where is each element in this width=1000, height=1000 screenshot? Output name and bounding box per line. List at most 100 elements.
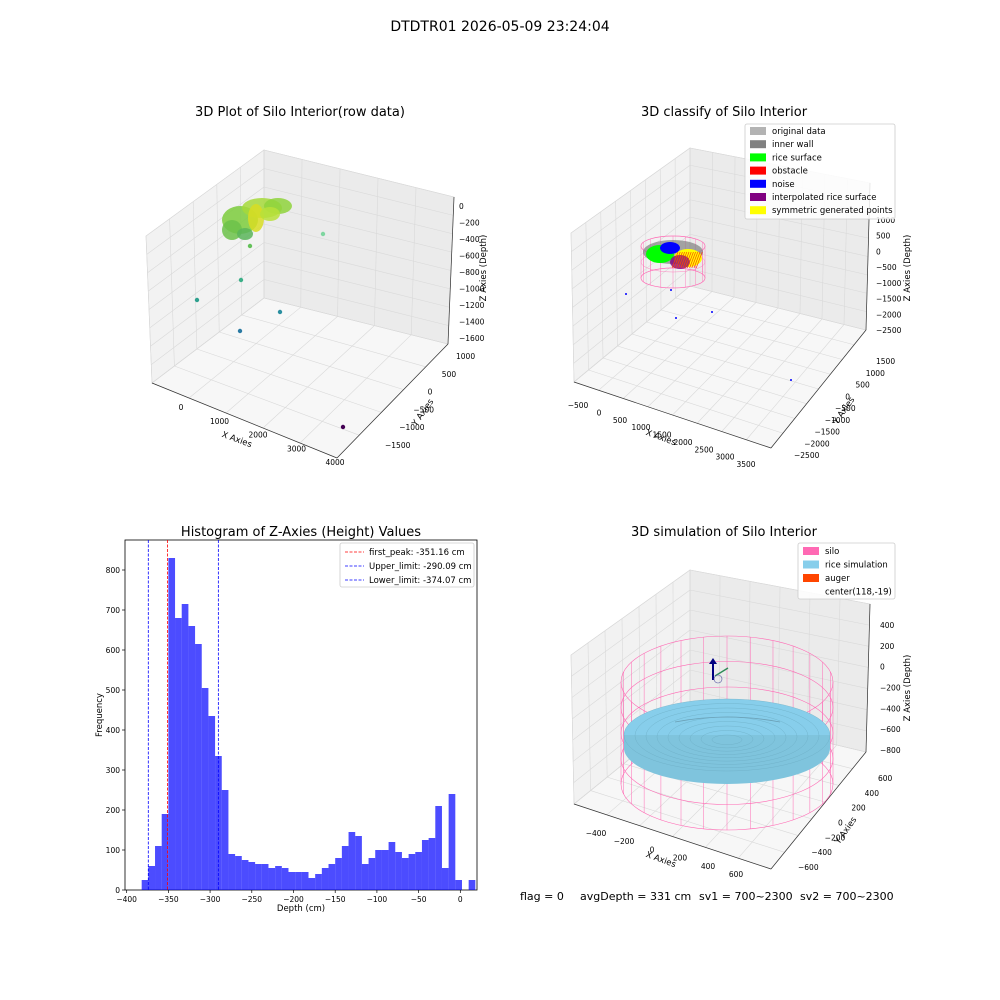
classify-y-ticks: 1500 1000 500 0 −500 −1000 −1500 −2000 −2500 [794,357,895,460]
histogram-bar [168,558,176,890]
classify-x-tick-label: 3000 [715,453,734,462]
simulation-x-tick-label: −400 [586,829,607,838]
wall-grid-line [263,168,454,216]
legend-swatch [750,206,766,215]
footer-sv2: sv2 = 700~2300 [800,890,894,903]
histogram-bar [361,864,369,890]
wall-grid-line [570,147,691,234]
classify-z-tick-label: −1500 [876,295,902,304]
histogram-bar [321,868,329,890]
legend-swatch [750,193,766,201]
x-tick-label: −250 [241,895,262,904]
floor-grid-line [241,314,426,368]
wall-grid-line [573,251,691,345]
legend-swatch [750,140,766,149]
footer-sv1: sv1 = 700~2300 [699,890,793,903]
panel-histogram: Histogram of Z-Axies (Height) Values −40… [95,525,478,914]
legend-label: auger [825,574,850,584]
raw-z-tick-label: −1400 [459,318,485,327]
legend-swatch [750,127,766,135]
histogram-bar [328,864,336,890]
legend-label: interpolated rice surface [772,193,877,203]
wall-grid-line [719,575,721,718]
histogram-bar [181,604,189,890]
classify-z-tick-label: −500 [876,263,897,272]
raw-y-ticks: 1000 500 0 −500 −1000 −1500 [385,352,475,450]
histogram-bar [375,850,382,890]
histogram-bar [215,756,222,890]
y-tick-label: 600 [106,646,121,655]
outlier-point [277,309,283,315]
floor-grid-line [196,348,382,413]
histogram-bar [188,626,196,890]
simulation-y-axis-label: Y Axies [833,815,860,847]
footer-status: flag = 0 avgDepth = 331 cm sv1 = 700~230… [520,890,894,903]
y-tick-label: 0 [115,886,120,895]
classify-x-tick-label: 1500 [652,431,671,440]
histogram-bar [468,880,476,890]
histogram-bar [448,794,456,890]
obstacle-hatch [687,251,694,269]
simulation-x-tick-label: −200 [614,837,635,846]
x-tick-label: −50 [411,895,427,904]
legend-label: center(118,-19) [825,588,892,598]
wall-grid-line [689,268,867,312]
wall-grid-line [604,630,608,778]
rice-point-cluster [248,204,264,232]
noise-point [711,311,713,313]
classify-y-tick-label: −500 [835,404,856,413]
classify-x-tick-label: 3500 [736,460,755,469]
floor-grid-line [631,333,819,390]
outlier-point [238,277,244,283]
y-tick-label: 300 [106,766,121,775]
raw-z-tick-label: −200 [459,219,480,228]
wall-grid-line [689,609,869,647]
classify-y-tick-label: −1500 [815,428,841,437]
rice-surface-ridge [674,716,781,723]
x-tick-label: −400 [116,895,137,904]
raw-z-tick-label: −400 [459,235,480,244]
histogram-bar [441,868,449,890]
raw-z-tick-label: −1200 [459,301,485,310]
raw-y-tick-label: −1000 [399,423,425,432]
histogram-bar [148,866,156,890]
histogram-y-axis-label: Frequency [95,693,105,737]
classify-y-tick-label: −2000 [804,439,830,448]
raw-z-tick-label: −1000 [459,285,485,294]
histogram-bar [308,878,316,890]
classify-x-tick-label: 0 [597,408,602,417]
classify-y-tick-label: 0 [845,392,850,401]
raw-y-tick-label: 0 [428,388,433,397]
floor-grid-line [299,334,412,444]
legend-label: rice surface [772,153,822,163]
raw-x-tick-label: 0 [179,403,184,412]
rice-mesh-ring [634,703,820,768]
rice-mesh-ring [700,730,754,749]
figure-suptitle: DTDTR01 2026-05-09 23:24:04 [390,19,609,35]
panel-simulation-3d: 3D simulation of Silo Interior −400 −200 0… [570,525,913,879]
wall-grid-line [263,223,452,271]
simulation-y-ticks: 600 400 200 0 −200 −400 −600 [798,774,893,872]
classify-z-axis-label: Z Axies (Depth) [903,235,913,302]
histogram-x-ticks: −400 −350 −300 −250 −200 −150 −100 −50 0 [116,890,463,904]
simulation-x-tick-label: 600 [729,870,744,879]
histogram-bar [435,806,442,890]
rice-point-cluster [222,220,242,240]
legend-swatch [803,560,819,569]
x-axis-line [573,381,772,449]
x-tick-label: −300 [200,895,221,904]
simulation-x-ticks: −400 −200 0 200 400 600 [586,829,744,879]
y-tick-label: 400 [106,726,121,735]
histogram-bar [155,846,162,890]
legend-label: silo [825,547,839,557]
panel-classify-title: 3D classify of Silo Interior [641,105,808,120]
legend-swatch [750,153,766,162]
simulation-z-tick-label: −600 [880,725,901,734]
obstacle-hatch [678,251,685,269]
histogram-bar [261,864,269,890]
wall-grid-line [571,609,691,698]
histogram-bar [415,852,422,890]
histogram-bar [275,866,282,890]
wall-grid-line [147,186,265,273]
x-axis-line [151,382,338,459]
